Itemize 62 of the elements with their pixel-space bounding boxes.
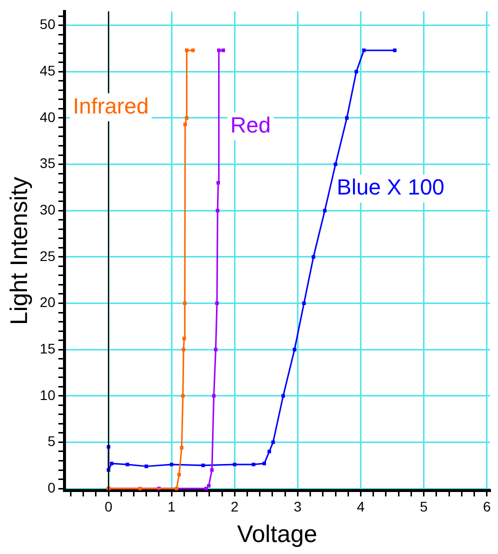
- x-tick-label: 4: [356, 498, 365, 515]
- point: [281, 394, 285, 398]
- point: [180, 446, 184, 450]
- y-axis-title: Light Intensity: [6, 176, 34, 325]
- point: [262, 462, 266, 466]
- point: [271, 440, 275, 444]
- point: [215, 301, 219, 306]
- point: [207, 484, 211, 488]
- point: [191, 48, 195, 52]
- x-axis-title: Voltage: [237, 521, 318, 548]
- x-tick-label: 3: [294, 498, 302, 515]
- y-tick-label: 35: [40, 155, 56, 172]
- point: [302, 301, 306, 306]
- x-tick-label: 6: [482, 498, 491, 515]
- y-tick-label: 50: [40, 16, 56, 32]
- y-tick-label: 30: [40, 201, 56, 218]
- y-tick-label: 40: [40, 108, 56, 125]
- y-tick-label: 5: [48, 433, 56, 450]
- y-tick-label: 20: [40, 294, 56, 310]
- x-tick-label: 5: [420, 498, 428, 515]
- point: [170, 462, 174, 466]
- point: [217, 48, 221, 52]
- y-tick-label: 10: [40, 386, 56, 403]
- series-label: Red: [230, 112, 271, 138]
- point: [393, 48, 397, 52]
- point: [222, 48, 226, 52]
- point: [216, 181, 220, 185]
- y-tick-label: 45: [40, 62, 56, 78]
- point: [292, 348, 296, 352]
- point: [334, 162, 338, 166]
- point: [182, 348, 186, 352]
- point: [181, 394, 185, 398]
- y-tick-label: 0: [48, 479, 56, 496]
- point: [126, 462, 130, 466]
- point: [201, 464, 205, 468]
- point: [323, 208, 327, 212]
- point: [214, 348, 218, 352]
- x-tick-label: 1: [168, 498, 176, 515]
- point: [312, 255, 316, 259]
- point: [183, 301, 187, 306]
- point: [232, 462, 236, 466]
- point: [182, 336, 186, 340]
- y-tick-label: 25: [40, 248, 56, 264]
- point: [184, 48, 188, 52]
- point: [252, 462, 256, 466]
- x-tick-label: 2: [230, 498, 239, 515]
- point: [184, 116, 188, 120]
- point: [362, 48, 366, 52]
- y-tick-label: 15: [40, 340, 56, 356]
- point: [177, 472, 181, 476]
- x-tick-label: 0: [104, 498, 113, 515]
- point: [354, 70, 358, 74]
- point: [216, 208, 220, 212]
- point: [345, 116, 349, 120]
- series-label: Blue X 100: [336, 174, 444, 200]
- series-label: Infrared: [72, 93, 149, 118]
- point: [212, 394, 216, 398]
- point: [110, 462, 114, 466]
- point: [144, 464, 148, 468]
- point: [210, 468, 214, 472]
- point: [268, 450, 272, 454]
- point: [183, 122, 187, 126]
